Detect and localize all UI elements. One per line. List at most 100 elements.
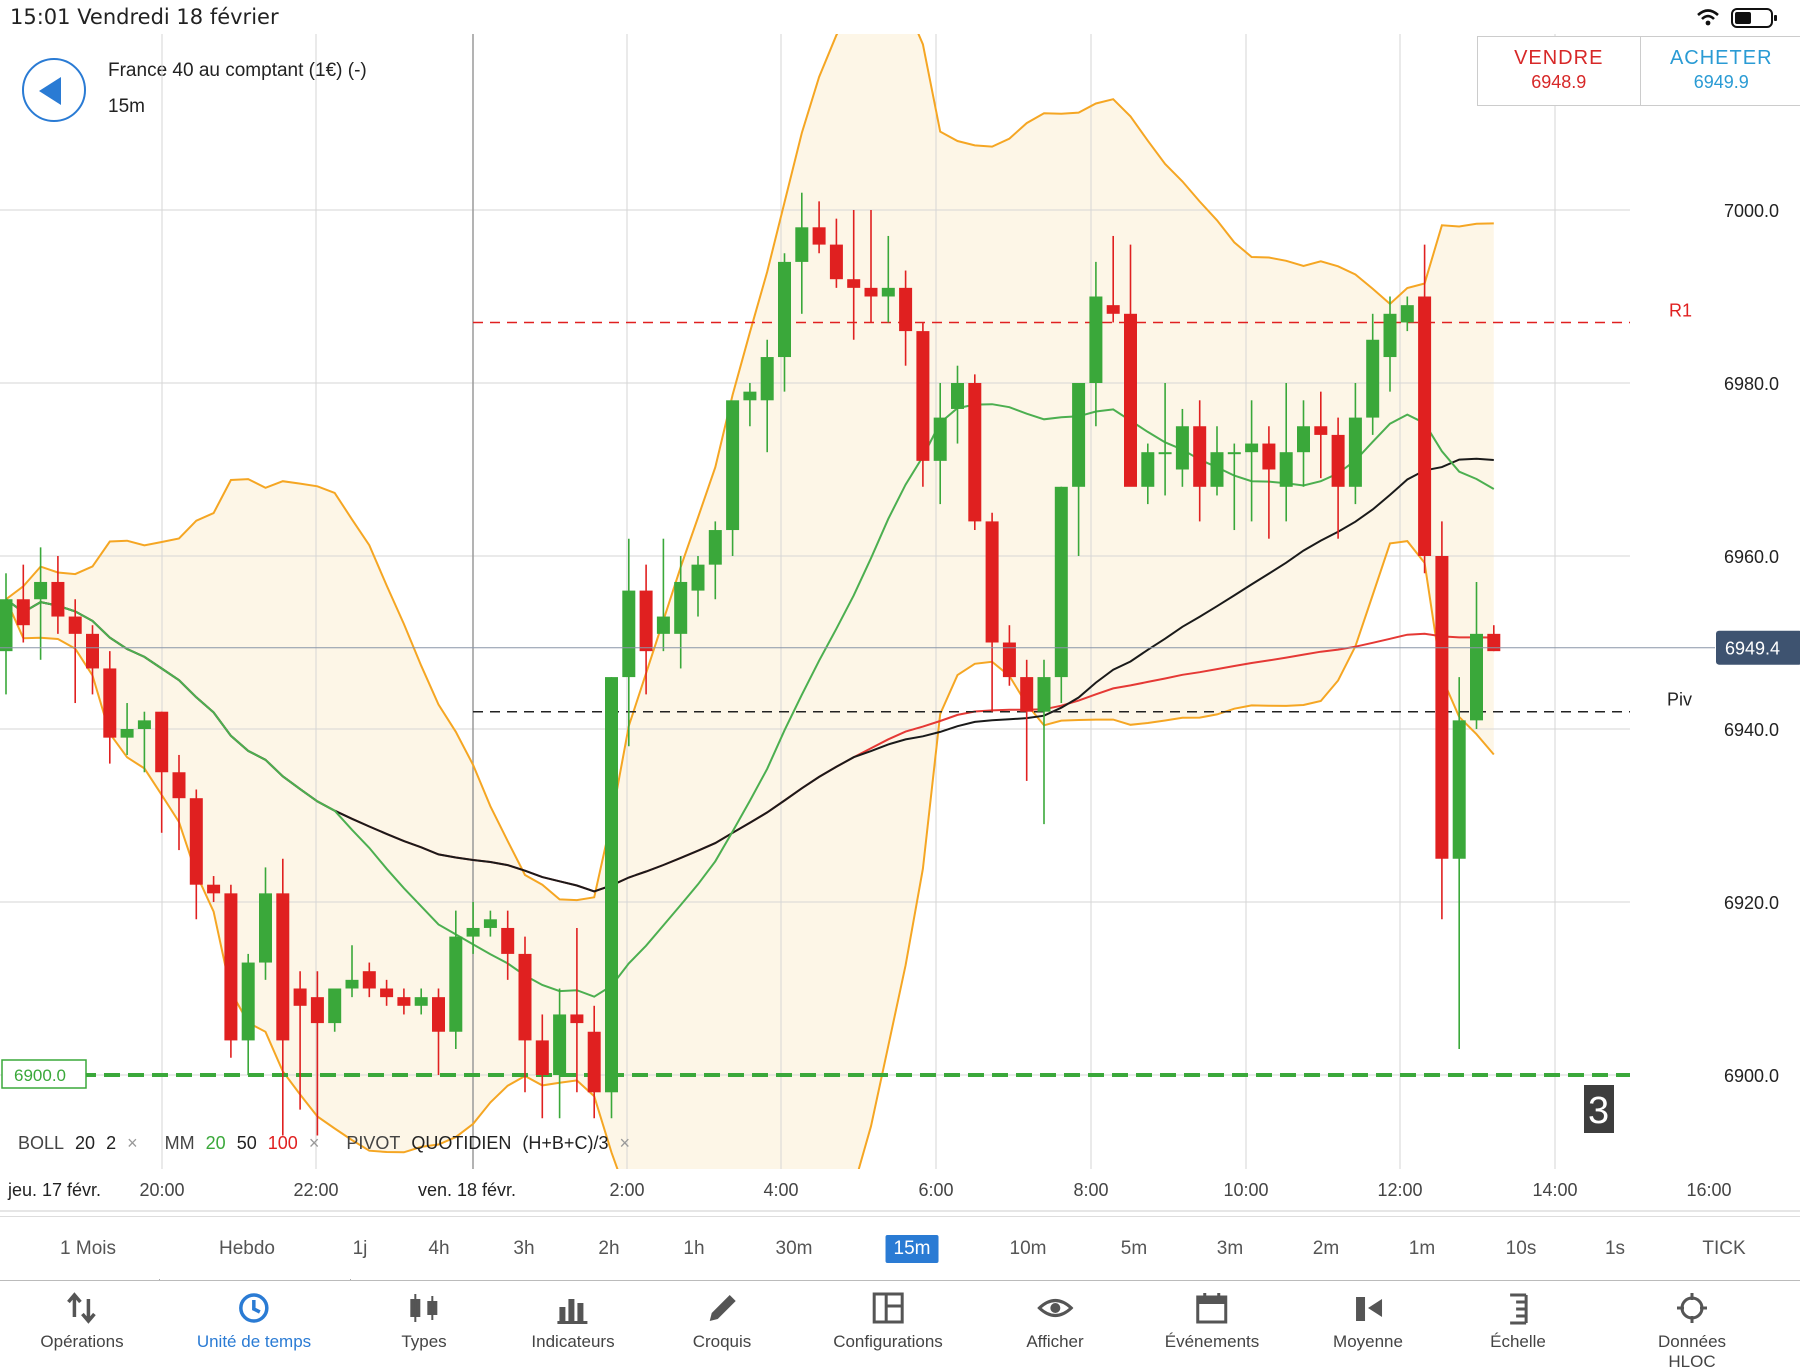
timeframe-3h[interactable]: 3h — [505, 1235, 542, 1263]
candle-body — [1193, 426, 1206, 487]
quote-panel: VENDRE 6948.9 ACHETER 6949.9 — [1477, 36, 1800, 106]
toolbar-arrows-updown-button[interactable]: Opérations — [40, 1281, 123, 1351]
candle-body — [588, 1032, 601, 1093]
price-chart[interactable]: 7000.06980.06960.06940.06920.06900.0R1Pi… — [0, 34, 1800, 1216]
candle-body — [570, 1014, 583, 1023]
timeframe-30m[interactable]: 30m — [768, 1235, 821, 1263]
pencil-icon — [704, 1291, 740, 1325]
candle-body — [1089, 297, 1102, 384]
candle-body — [1228, 452, 1241, 454]
timeframe-10m[interactable]: 10m — [1002, 1235, 1055, 1263]
legend-boll-period: 20 — [75, 1133, 95, 1153]
toolbar-label: Unité de temps — [197, 1332, 311, 1352]
timeframe-hebdo[interactable]: Hebdo — [211, 1235, 283, 1263]
candle-body — [830, 245, 843, 280]
toolbar-bar-chart-button[interactable]: Indicateurs — [531, 1281, 614, 1351]
candle-body — [778, 262, 791, 357]
timeframe-4h[interactable]: 4h — [420, 1235, 457, 1263]
x-tick-label: 16:00 — [1686, 1180, 1731, 1200]
toolbar-calendar-button[interactable]: Événements — [1165, 1281, 1260, 1351]
timeframe-1h[interactable]: 1h — [675, 1235, 712, 1263]
timeframe-1m[interactable]: 1m — [1401, 1235, 1443, 1263]
toolbar-crosshair-button[interactable]: Données HLOC — [1638, 1281, 1746, 1351]
candle-body — [622, 591, 635, 678]
timeframe-2m[interactable]: 2m — [1305, 1235, 1347, 1263]
candle-body — [86, 634, 99, 669]
candle-body — [1245, 444, 1258, 453]
remove-mm-icon[interactable]: × — [309, 1133, 320, 1153]
candle-body — [415, 997, 428, 1006]
candle-body — [397, 997, 410, 1006]
toolbar-clock-button[interactable]: Unité de temps — [197, 1281, 311, 1351]
timeframe-10s[interactable]: 10s — [1498, 1235, 1545, 1263]
candle-body — [1159, 452, 1172, 454]
timeframe-3m[interactable]: 3m — [1209, 1235, 1251, 1263]
buy-button[interactable]: ACHETER 6949.9 — [1641, 37, 1800, 105]
crosshair-icon — [1674, 1291, 1710, 1325]
status-time-date: 15:01 Vendredi 18 février — [10, 5, 279, 29]
candle-body — [190, 798, 203, 885]
y-tick-label: 6920.0 — [1724, 893, 1779, 913]
x-tick-label: 10:00 — [1223, 1180, 1268, 1200]
bottom-toolbar: Opérations Unité de temps Types Indicateurs… — [0, 1280, 1800, 1351]
legend-pivot-formula: (H+B+C)/3 — [522, 1133, 608, 1153]
timeframe-15m[interactable]: 15m — [886, 1235, 939, 1263]
candle-body — [899, 288, 912, 331]
timeframe-1-mois[interactable]: 1 Mois — [52, 1235, 124, 1263]
toolbar-layout-button[interactable]: Configurations — [833, 1281, 943, 1351]
level-r1-label: R1 — [1669, 300, 1692, 320]
candle-body — [968, 383, 981, 521]
timeframe-5m[interactable]: 5m — [1113, 1235, 1155, 1263]
toolbar-average-button[interactable]: Moyenne — [1333, 1281, 1403, 1351]
level-pivot-label: Piv — [1667, 690, 1692, 710]
toolbar-scale-button[interactable]: Échelle — [1490, 1281, 1546, 1351]
candle-body — [934, 418, 947, 461]
timeframe-1j[interactable]: 1j — [345, 1235, 376, 1263]
sell-label: VENDRE — [1478, 47, 1640, 70]
candle-body — [986, 521, 999, 642]
timeframe-bar: 1 Mois Hebdo 1j 4h 3h 2h 1h 30m 15m 10m 5m 3m 2m 1m 10… — [0, 1216, 1800, 1277]
x-tick-label: 12:00 — [1377, 1180, 1422, 1200]
y-tick-label: 6940.0 — [1724, 720, 1779, 740]
toolbar-label: Échelle — [1490, 1332, 1546, 1352]
candle-body — [1211, 452, 1224, 487]
buy-price: 6949.9 — [1641, 72, 1800, 93]
date-label: jeu. 17 févr. — [7, 1180, 101, 1200]
toolbar-eye-button[interactable]: Afficher — [1026, 1281, 1083, 1351]
candles-icon — [406, 1291, 442, 1325]
timeframe-tick[interactable]: TICK — [1694, 1235, 1753, 1263]
candle-body — [501, 928, 514, 954]
candle-body — [1401, 305, 1414, 322]
toolbar-label: Événements — [1165, 1332, 1260, 1352]
timeframe-1s[interactable]: 1s — [1597, 1235, 1633, 1263]
plot-area — [0, 34, 1710, 1216]
candle-body — [155, 712, 168, 773]
candle-body — [709, 530, 722, 565]
candle-body — [761, 357, 774, 400]
legend-mm-20: 20 — [206, 1133, 226, 1153]
remove-pivot-icon[interactable]: × — [619, 1133, 630, 1153]
average-icon — [1350, 1291, 1386, 1325]
candle-body — [34, 582, 47, 599]
candle-body — [328, 989, 341, 1024]
sell-button[interactable]: VENDRE 6948.9 — [1478, 37, 1641, 105]
candle-body — [173, 772, 186, 798]
candle-body — [726, 400, 739, 530]
legend-boll-dev: 2 — [106, 1133, 116, 1153]
remove-boll-icon[interactable]: × — [127, 1133, 138, 1153]
candle-body — [138, 720, 151, 729]
toolbar-pencil-button[interactable]: Croquis — [693, 1281, 752, 1351]
x-axis-band — [0, 1169, 1800, 1211]
candle-body — [259, 893, 272, 962]
candle-body — [1038, 677, 1051, 712]
candle-body — [311, 997, 324, 1023]
candle-body — [1453, 720, 1466, 858]
candle-body — [380, 989, 393, 998]
candle-body — [17, 599, 30, 625]
toolbar-candles-button[interactable]: Types — [401, 1281, 446, 1351]
timeframe-2h[interactable]: 2h — [590, 1235, 627, 1263]
current-price-label: 6949.4 — [1725, 639, 1780, 659]
candle-body — [536, 1040, 549, 1075]
toolbar-label: Croquis — [693, 1332, 752, 1352]
candle-body — [743, 392, 756, 401]
